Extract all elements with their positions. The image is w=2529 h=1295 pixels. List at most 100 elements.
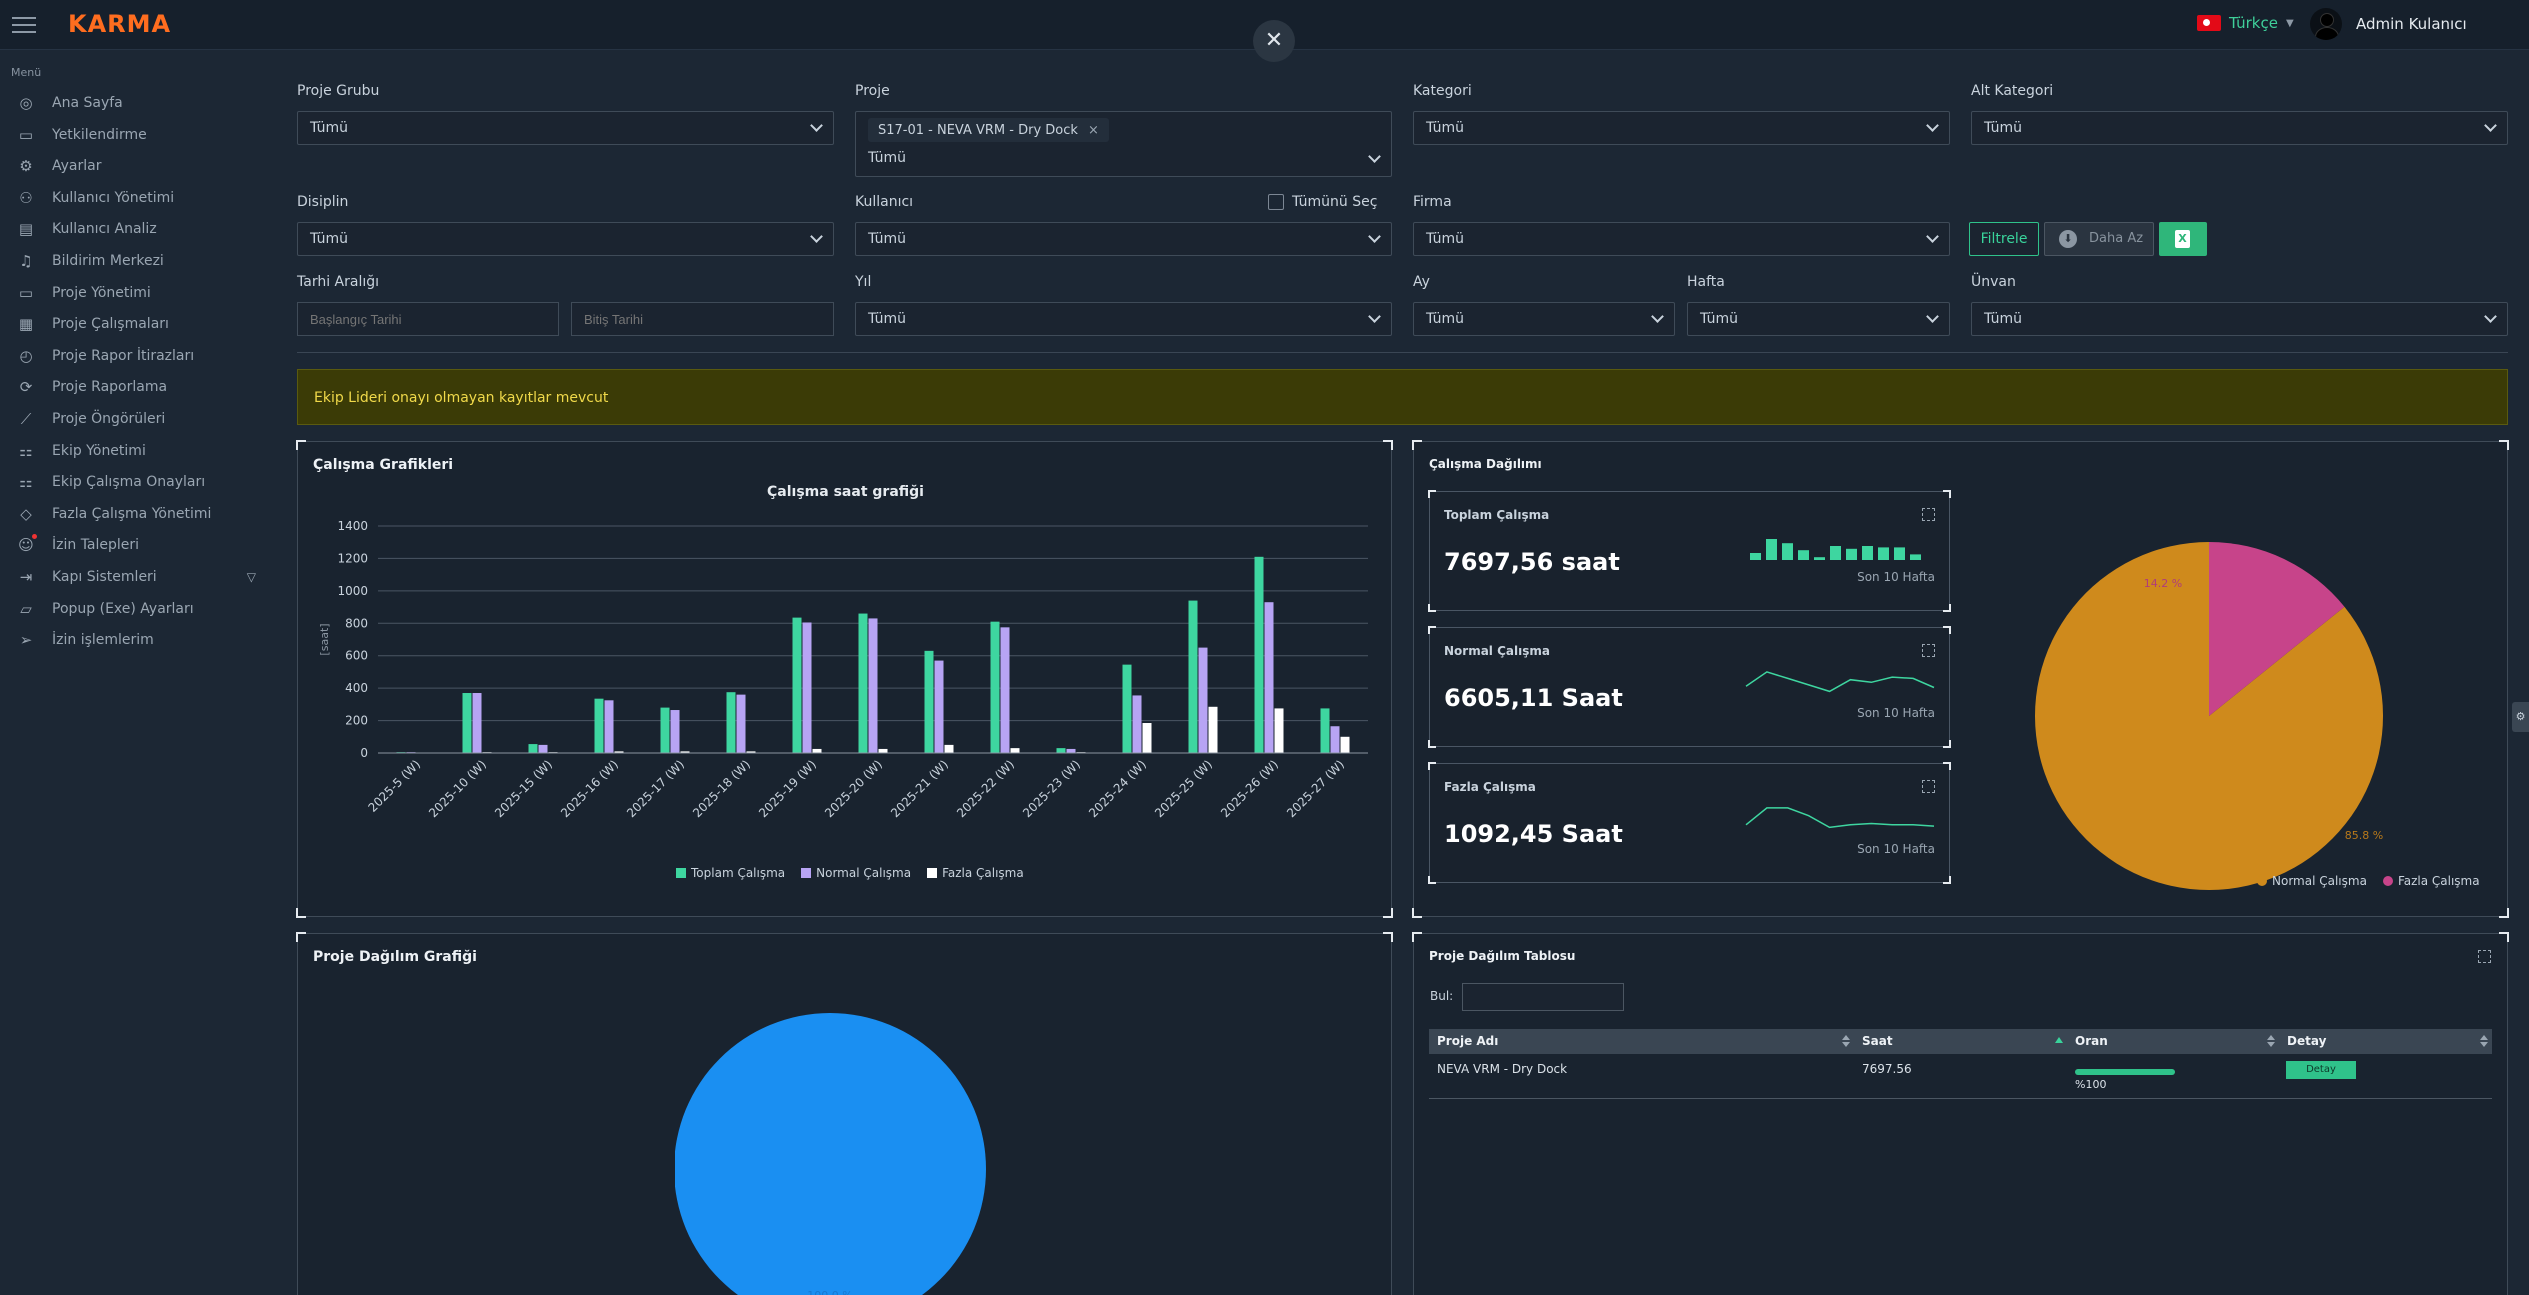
disiplin-label: Disiplin — [297, 194, 349, 210]
sidebar-item[interactable]: ◎ Ana Sayfa — [16, 92, 256, 114]
yil-label: Yıl — [855, 274, 872, 290]
start-date-input[interactable] — [297, 302, 559, 336]
x-tick-label: 2025-20 (W) — [822, 757, 885, 820]
sidebar-item[interactable]: ⚏ Ekip Yönetimi — [16, 440, 256, 462]
expand-icon[interactable] — [1922, 508, 1935, 521]
show-less-button[interactable]: ⬇ Daha Az — [2044, 222, 2154, 256]
column-header-detay[interactable]: Detay — [2279, 1029, 2492, 1054]
hafta-select[interactable]: Tümü — [1687, 302, 1950, 336]
expand-icon[interactable] — [1922, 780, 1935, 793]
disiplin-select[interactable]: Tümü — [297, 222, 834, 256]
yil-select[interactable]: Tümü — [855, 302, 1392, 336]
sidebar-item[interactable]: ♫ Bildirim Merkezi — [16, 250, 256, 272]
table-search-input[interactable] — [1462, 983, 1624, 1011]
pie-chart-legend: Normal Çalışma Fazla Çalışma — [2257, 874, 2480, 888]
column-header-saat[interactable]: Saat — [1854, 1029, 2067, 1054]
sidebar-item[interactable]: ⟳ Proje Raporlama — [16, 376, 256, 398]
kategori-select[interactable]: Tümü — [1413, 111, 1950, 145]
chart-title: Çalışma saat grafiği — [767, 484, 924, 500]
spark-bar — [1846, 548, 1857, 560]
user-name: Admin Kulanıcı — [2356, 15, 2467, 33]
column-header-proje[interactable]: Proje Adı — [1429, 1029, 1854, 1054]
sidebar: Menü ◎ Ana Sayfa ▭ Yetkilendirme ⚙ Ayarlar ⚇ Ku… — [0, 50, 270, 1295]
remove-tag-icon[interactable]: × — [1087, 122, 1099, 138]
language-selector[interactable]: Türkçe ▼ — [2197, 14, 2294, 32]
sidebar-item[interactable]: ☺ İzin Talepleri — [16, 534, 256, 556]
bar — [680, 751, 690, 753]
bar — [802, 622, 812, 753]
user-menu[interactable]: Admin Kulanıcı — [2310, 8, 2467, 40]
app-logo[interactable]: KARMA — [68, 10, 172, 38]
sidebar-item-label: İzin işlemlerim — [52, 632, 154, 649]
legend-item[interactable]: Fazla Çalışma — [2382, 874, 2480, 888]
bar — [934, 660, 944, 753]
filter-button[interactable]: Filtrele — [1969, 222, 2039, 256]
yil-value: Tümü — [868, 311, 907, 327]
bar — [1198, 647, 1208, 753]
firma-select[interactable]: Tümü — [1413, 222, 1950, 256]
x-tick-label: 2025-5 (W) — [365, 757, 423, 815]
hamburger-menu-icon[interactable] — [12, 17, 36, 33]
bar — [792, 617, 802, 753]
detay-button[interactable]: Detay — [2286, 1061, 2356, 1079]
select-all-checkbox[interactable] — [1268, 194, 1284, 210]
sidebar-item[interactable]: ⚇ Kullanıcı Yönetimi — [16, 187, 256, 209]
y-tick-label: 200 — [345, 714, 368, 728]
divider — [297, 352, 2508, 353]
sidebar-item[interactable]: ▭ Proje Yönetimi — [16, 282, 256, 304]
proje-dagilim-grafigi-panel: Proje Dağılım Grafiği 100.0 % — [296, 932, 1393, 1295]
proje-select[interactable]: S17-01 - NEVA VRM - Dry Dock × Tümü — [855, 111, 1392, 177]
sidebar-item[interactable]: ⇥ Kapı Sistemleri ▽ — [16, 566, 256, 588]
ay-select[interactable]: Tümü — [1413, 302, 1675, 336]
sidebar-item[interactable]: ▭ Yetkilendirme — [16, 124, 256, 146]
row-divider — [1429, 1098, 2492, 1099]
sidebar-item[interactable]: ▦ Proje Çalışmaları — [16, 313, 256, 335]
legend-item[interactable]: Normal Çalışma — [2257, 874, 2367, 888]
sidebar-item-label: Bildirim Merkezi — [52, 253, 164, 269]
column-header-oran[interactable]: Oran — [2067, 1029, 2279, 1054]
x-tick-label: 2025-17 (W) — [624, 757, 687, 820]
excel-file-icon: X — [2175, 230, 2190, 248]
select-all-label: Tümünü Seç — [1292, 194, 1378, 210]
spark-bar — [1782, 543, 1793, 560]
sidebar-item[interactable]: ◴ Proje Rapor İtirazları — [16, 345, 256, 367]
card-subtitle: Son 10 Hafta — [1857, 842, 1935, 856]
expand-icon[interactable] — [2478, 950, 2491, 963]
unvan-select[interactable]: Tümü — [1971, 302, 2508, 336]
alt-kategori-select[interactable]: Tümü — [1971, 111, 2508, 145]
expand-icon[interactable] — [1922, 644, 1935, 657]
proje-grubu-select[interactable]: Tümü — [297, 111, 834, 145]
side-panel-toggle[interactable]: ⚙ — [2512, 702, 2529, 732]
sidebar-item[interactable]: ➢ İzin işlemlerim — [16, 629, 256, 651]
close-button[interactable]: ✕ — [1253, 20, 1295, 62]
sidebar-item[interactable]: ▤ Kullanıcı Analiz — [16, 218, 256, 240]
legend-item[interactable]: Normal Çalışma — [801, 866, 911, 880]
kullanici-select[interactable]: Tümü — [855, 222, 1392, 256]
sidebar-item-label: Proje Rapor İtirazları — [52, 347, 195, 364]
pie-value-label: 100.0 % — [807, 1289, 852, 1295]
sidebar-item[interactable]: ⚙ Ayarlar — [16, 155, 256, 177]
select-all-toggle[interactable]: Tümünü Seç — [1268, 194, 1377, 210]
unvan-label: Ünvan — [1971, 274, 2016, 290]
sitemap-icon: ⚏ — [19, 441, 33, 460]
legend-item[interactable]: Toplam Çalışma — [676, 866, 785, 880]
bar — [858, 613, 868, 753]
end-date-input[interactable] — [571, 302, 834, 336]
sidebar-item[interactable]: ▱ Popup (Exe) Ayarları — [16, 598, 256, 620]
y-tick-label: 0 — [360, 746, 368, 760]
panel-title: Proje Dağılım Grafiği — [313, 949, 477, 965]
sidebar-item-label: Ayarlar — [52, 158, 102, 175]
legend-item[interactable]: Fazla Çalışma — [927, 866, 1024, 880]
sidebar-item[interactable]: ⚏ Ekip Çalışma Onayları — [16, 471, 256, 493]
refresh-icon: ⟳ — [19, 378, 33, 397]
bar — [1122, 664, 1132, 753]
bar — [538, 744, 548, 753]
calendar-icon: ▦ — [18, 315, 34, 334]
expand-chevron-icon[interactable]: ▽ — [246, 570, 256, 584]
y-axis-label: [saat] — [318, 623, 331, 655]
sidebar-item[interactable]: ⟋ Proje Öngörüleri — [16, 408, 256, 430]
bar — [1010, 748, 1020, 753]
chevron-down-icon — [2484, 119, 2497, 132]
excel-export-button[interactable]: X — [2159, 222, 2207, 256]
sidebar-item[interactable]: ◇ Fazla Çalışma Yönetimi — [16, 503, 256, 525]
